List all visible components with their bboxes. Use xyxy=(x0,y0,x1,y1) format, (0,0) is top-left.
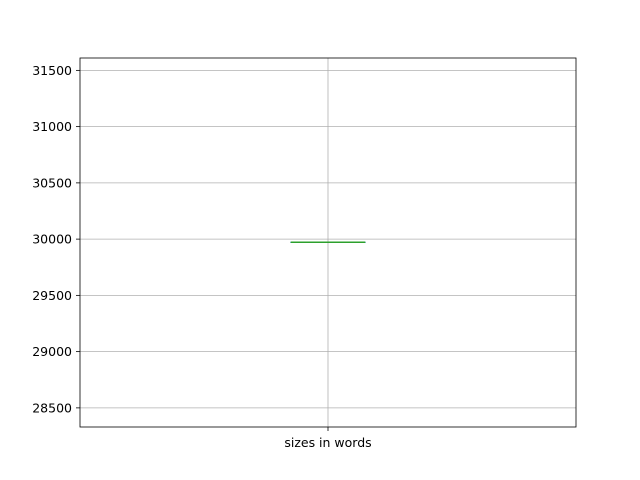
y-tick-label: 30500 xyxy=(32,175,72,190)
y-tick-label: 31000 xyxy=(32,119,72,134)
y-tick-label: 29500 xyxy=(32,288,72,303)
y-tick-label: 28500 xyxy=(32,400,72,415)
axes-frame xyxy=(79,57,577,428)
y-tick-label: 31500 xyxy=(32,63,72,78)
y-tick-label: 29000 xyxy=(32,344,72,359)
plot-area: 28500 29000 29500 30000 30500 31000 31500 sizes… xyxy=(32,57,577,450)
y-tick-label: 30000 xyxy=(32,232,72,247)
x-tick-label: sizes in words xyxy=(284,435,371,450)
